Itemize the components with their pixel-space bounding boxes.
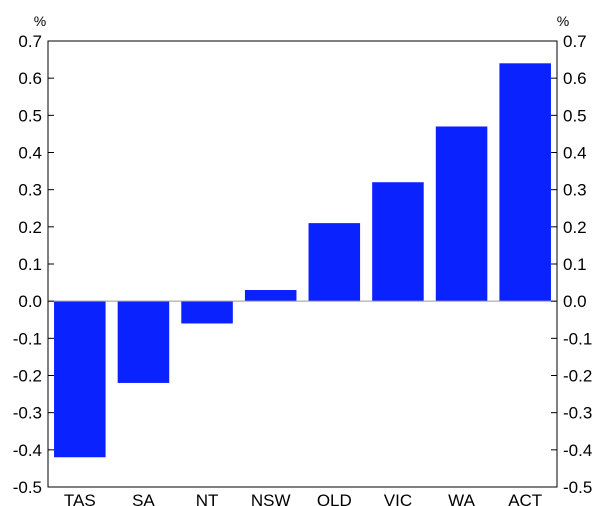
- bar-wa: [435, 126, 488, 302]
- left-tick-label: -0.3: [13, 404, 42, 423]
- category-label-act: ACT: [508, 491, 542, 506]
- left-axis: 0.7 0.6 0.5 0.4 0.3 0.2 0.1 0.0 -0.1 -0.2 -0.3 -0.4…: [13, 32, 54, 497]
- category-label-nsw: NSW: [251, 491, 291, 506]
- left-tick-label: -0.2: [13, 367, 42, 386]
- left-tick-label: 0.1: [18, 255, 42, 274]
- right-tick-label: 0.0: [563, 292, 587, 311]
- right-tick-label: -0.5: [563, 478, 592, 497]
- right-tick-label: 0.2: [563, 218, 587, 237]
- category-labels: TAS SA NT NSW QLD VIC WA ACT: [64, 491, 542, 506]
- bar-tas: [54, 301, 106, 458]
- right-tick-label: -0.4: [563, 441, 592, 460]
- bar-nsw: [244, 290, 297, 302]
- right-tick-label: -0.1: [563, 329, 592, 348]
- bar-vic: [372, 182, 424, 302]
- left-tick-label: 0.4: [18, 144, 42, 163]
- right-tick-label: 0.4: [563, 144, 587, 163]
- right-tick-label: 0.6: [563, 69, 587, 88]
- category-label-vic: VIC: [384, 491, 412, 506]
- bar-act: [499, 63, 551, 302]
- left-tick-label: -0.4: [13, 441, 42, 460]
- bar-nt: [181, 301, 233, 324]
- left-tick-label: 0.3: [18, 181, 42, 200]
- category-label-nt: NT: [196, 491, 219, 506]
- right-unit-label: %: [557, 13, 569, 29]
- left-tick-label: 0.2: [18, 218, 42, 237]
- right-tick-label: 0.3: [563, 181, 587, 200]
- right-axis: 0.7 0.6 0.5 0.4 0.3 0.2 0.1 0.0 -0.1 -0.2 -0.3 -0.4…: [551, 32, 592, 497]
- left-tick-label: -0.1: [13, 329, 42, 348]
- right-tick-label: -0.2: [563, 367, 592, 386]
- right-tick-label: 0.5: [563, 106, 587, 125]
- right-tick-label: -0.3: [563, 404, 592, 423]
- right-tick-label: 0.1: [563, 255, 587, 274]
- category-label-tas: TAS: [64, 491, 96, 506]
- left-tick-label: 0.5: [18, 106, 42, 125]
- right-tick-label: 0.7: [563, 32, 587, 51]
- left-unit-label: %: [34, 13, 46, 29]
- bar-sa: [117, 301, 170, 383]
- category-label-wa: WA: [448, 491, 475, 506]
- category-label-sa: SA: [132, 491, 155, 506]
- left-tick-label: 0.0: [18, 292, 42, 311]
- left-tick-label: 0.7: [18, 32, 42, 51]
- bars-group: [54, 63, 551, 458]
- left-tick-label: 0.6: [18, 69, 42, 88]
- category-label-qld: QLD: [317, 491, 352, 506]
- bar-qld: [308, 223, 361, 302]
- left-tick-label: -0.5: [13, 478, 42, 497]
